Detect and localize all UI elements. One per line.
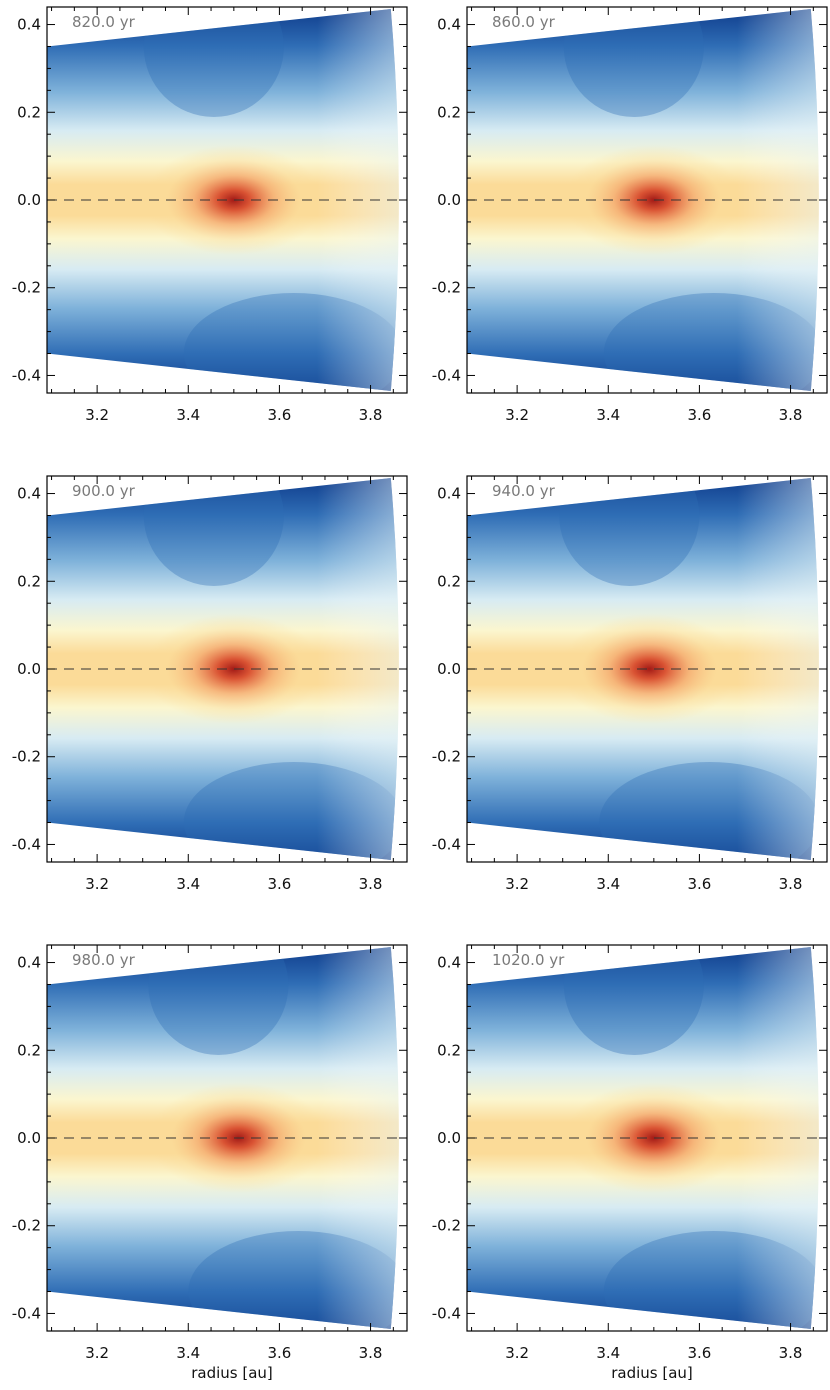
x-tick-label: 3.2 (505, 406, 529, 424)
time-label: 820.0 yr (72, 13, 136, 31)
panel-6: 0.4 0.2 0.0 -0.2 -0.4 3.2 3.4 3.6 3.8 1020.0 yr ra… (432, 944, 828, 1382)
panel-3: 0.4 0.2 0.0 -0.2 -0.4 3.2 3.4 3.6 3.8 900.0 yr (12, 475, 408, 893)
x-tick-label: 3.4 (596, 1344, 620, 1362)
y-tick-label: 0.0 (17, 1129, 41, 1147)
y-tick-label: -0.4 (12, 366, 41, 384)
y-tick-label: 0.4 (437, 16, 461, 34)
y-tick-label: 0.4 (17, 16, 41, 34)
x-tick-label: 3.8 (779, 875, 803, 893)
x-tick-label: 3.4 (596, 875, 620, 893)
density-map (467, 478, 819, 860)
y-tick-label: -0.2 (432, 279, 461, 297)
y-tick-label: 0.0 (17, 660, 41, 678)
y-tick-label: 0.2 (437, 1041, 461, 1059)
panel-2: 0.4 0.2 0.0 -0.2 -0.4 3.2 3.4 3.6 3.8 860.0 yr (432, 6, 828, 424)
x-tick-label: 3.2 (505, 1344, 529, 1362)
density-map (467, 947, 819, 1329)
panel-1: 0.4 0.2 0.0 -0.2 -0.4 3.2 3.4 3.6 3.8 820.0 yr (12, 6, 408, 424)
x-tick-label: 3.6 (267, 1344, 291, 1362)
y-tick-label: 0.0 (437, 1129, 461, 1147)
density-map (47, 478, 399, 860)
x-tick-label: 3.2 (85, 406, 109, 424)
x-tick-label: 3.8 (359, 875, 383, 893)
y-tick-label: 0.0 (437, 660, 461, 678)
time-label: 940.0 yr (492, 482, 556, 500)
panel-4: 0.4 0.2 0.0 -0.2 -0.4 3.2 3.4 3.6 3.8 940.0 yr (432, 475, 828, 893)
y-tick-label: -0.2 (12, 748, 41, 766)
y-tick-label: 0.2 (437, 103, 461, 121)
x-axis-title: radius [au] (191, 1364, 273, 1382)
y-tick-label: -0.4 (432, 1304, 461, 1322)
y-tick-label: 0.2 (17, 572, 41, 590)
y-tick-label: 0.2 (17, 1041, 41, 1059)
time-label: 900.0 yr (72, 482, 136, 500)
y-tick-label: -0.4 (12, 1304, 41, 1322)
x-tick-label: 3.4 (596, 406, 620, 424)
density-map (47, 9, 399, 391)
y-tick-label: 0.0 (437, 191, 461, 209)
x-tick-label: 3.8 (779, 1344, 803, 1362)
x-tick-label: 3.6 (687, 1344, 711, 1362)
x-tick-label: 3.2 (85, 875, 109, 893)
y-tick-label: 0.0 (17, 191, 41, 209)
time-label: 980.0 yr (72, 951, 136, 969)
x-tick-label: 3.8 (359, 1344, 383, 1362)
density-map (467, 9, 819, 391)
time-label: 860.0 yr (492, 13, 556, 31)
x-tick-label: 3.8 (359, 406, 383, 424)
x-tick-label: 3.2 (505, 875, 529, 893)
x-tick-label: 3.6 (267, 875, 291, 893)
y-tick-label: -0.2 (12, 1217, 41, 1235)
y-tick-label: -0.2 (432, 1217, 461, 1235)
y-tick-label: 0.4 (17, 485, 41, 503)
y-tick-label: 0.4 (437, 485, 461, 503)
y-tick-label: 0.2 (17, 103, 41, 121)
density-map (47, 947, 399, 1329)
x-tick-label: 3.6 (687, 406, 711, 424)
y-tick-label: -0.2 (12, 279, 41, 297)
x-tick-label: 3.4 (176, 406, 200, 424)
y-tick-label: -0.4 (432, 366, 461, 384)
y-tick-label: 0.4 (17, 954, 41, 972)
panel-5: 0.4 0.2 0.0 -0.2 -0.4 3.2 3.4 3.6 3.8 980.0 yr rad… (12, 944, 408, 1382)
y-tick-label: 0.2 (437, 572, 461, 590)
x-tick-label: 3.4 (176, 875, 200, 893)
x-tick-label: 3.6 (687, 875, 711, 893)
x-tick-label: 3.2 (85, 1344, 109, 1362)
y-tick-label: -0.4 (12, 835, 41, 853)
y-tick-label: 0.4 (437, 954, 461, 972)
y-tick-label: -0.2 (432, 748, 461, 766)
x-tick-label: 3.4 (176, 1344, 200, 1362)
x-axis-title: radius [au] (611, 1364, 693, 1382)
time-label: 1020.0 yr (492, 951, 565, 969)
x-tick-label: 3.8 (779, 406, 803, 424)
x-tick-label: 3.6 (267, 406, 291, 424)
y-tick-label: -0.4 (432, 835, 461, 853)
